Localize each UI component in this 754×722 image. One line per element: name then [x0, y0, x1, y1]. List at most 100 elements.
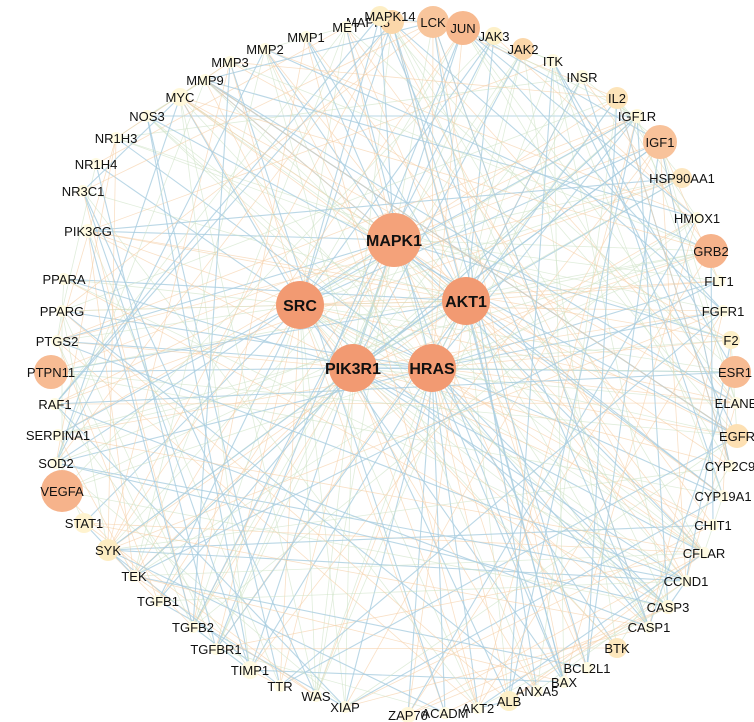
node-circle	[680, 575, 692, 587]
node-circle	[717, 305, 729, 317]
node-label: BCL2L1	[564, 661, 611, 676]
edge-itk-bax	[552, 60, 565, 683]
node-tgfb1: TGFB1	[137, 594, 179, 609]
node-label: ALB	[497, 694, 522, 709]
node-jak3: JAK3	[478, 27, 510, 45]
edge-casp1-esr1	[648, 371, 736, 628]
edge-nos3-timp1	[146, 115, 251, 671]
node-label: PIK3R1	[325, 361, 381, 378]
node-label: CYP19A1	[694, 489, 751, 504]
node-label: WAS	[301, 689, 330, 704]
node-label: PIK3CG	[64, 224, 112, 239]
edge-zap70-cflar	[407, 552, 705, 716]
edge-syk-cyp2c9	[107, 465, 731, 551]
node-mmp2: MMP2	[246, 42, 284, 57]
edge-myc-timp1	[179, 96, 251, 671]
node-timp1: TIMP1	[231, 661, 269, 679]
edge-raf1-xiap	[54, 403, 346, 708]
node-egfr: EGFR	[719, 424, 754, 448]
node-anxa5: ANXA5	[516, 684, 559, 699]
node-circle	[717, 490, 729, 502]
node-circle	[152, 595, 164, 607]
node-mmp3: MMP3	[211, 55, 249, 70]
edge-casp3-vegfa	[61, 490, 669, 608]
node-label: SOD2	[38, 456, 73, 471]
node-label: ESR1	[718, 365, 752, 380]
node-f2: F2	[722, 331, 740, 349]
edge-jun-igf1	[462, 27, 661, 143]
node-akt2: AKT2	[462, 701, 495, 716]
edge-myc-sod2	[55, 96, 181, 464]
node-label: MYC	[166, 90, 195, 105]
node-label: NR1H4	[75, 157, 118, 172]
edge-myc-anxa5	[179, 96, 538, 692]
node-nr1h4: NR1H4	[75, 157, 118, 172]
edge-pik3r1-ppara	[63, 278, 354, 369]
edge-timp1-nr3c1	[82, 190, 251, 671]
node-igf1r: IGF1R	[618, 109, 656, 124]
node-circle	[730, 397, 742, 409]
node-hras: HRAS	[408, 344, 456, 392]
node-label: HMOX1	[674, 211, 720, 226]
edge-egfr-itk	[552, 60, 738, 437]
edge-src-myc	[179, 96, 301, 306]
node-circle	[56, 305, 68, 317]
node-label: HRAS	[409, 361, 455, 378]
node-label: CFLAR	[683, 546, 726, 561]
edge-mapk8-bax	[391, 21, 565, 683]
node-label: MMP9	[186, 73, 224, 88]
edge-grb2-mmp3	[229, 61, 712, 252]
edge-ptgs2-akt2	[56, 340, 479, 709]
node-stat1: STAT1	[65, 513, 103, 533]
edge-src-hras	[299, 304, 433, 369]
edge-pik3r1-tgfb1	[157, 367, 354, 602]
node-circle	[276, 281, 324, 329]
edge-mmp2-grb2	[264, 48, 712, 252]
edge-pik3cg-tgfb2	[87, 230, 194, 628]
edge-egfr-mmp9	[204, 79, 738, 437]
node-circle	[724, 460, 736, 472]
node-label: ZAP70	[388, 708, 428, 722]
node-zap70: ZAP70	[388, 707, 428, 722]
node-circle	[81, 224, 95, 238]
edge-fgfr1-akt2	[477, 310, 724, 709]
edge-xiap-egfr	[344, 435, 738, 708]
node-igf1: IGF1	[643, 125, 677, 159]
node-circle	[50, 457, 62, 469]
edge-src-tek	[133, 304, 301, 577]
edge-hras-bax	[431, 367, 565, 683]
edge-tek-bax	[133, 575, 565, 683]
node-label: MMP1	[287, 30, 325, 45]
node-circle	[575, 70, 589, 84]
edge-serpina1-grb2	[57, 250, 712, 436]
node-circle	[77, 185, 89, 197]
node-label: MMP2	[246, 42, 284, 57]
node-syk: SYK	[95, 539, 121, 561]
node-circle	[210, 643, 222, 655]
node-ccnd1: CCND1	[664, 574, 709, 589]
node-vegfa: VEGFA	[40, 470, 84, 512]
edge-raf1-esr1	[54, 371, 736, 405]
edge-hras-jun	[431, 27, 464, 369]
node-label: SYK	[95, 543, 121, 558]
node-label: CASP1	[628, 620, 671, 635]
node-label: TIMP1	[231, 663, 269, 678]
edge-zap70-casp3	[407, 606, 669, 716]
edge-igf1-syk	[107, 141, 661, 551]
node-circle	[367, 213, 421, 267]
edge-pik3r1-grb2	[352, 250, 712, 369]
node-circle	[187, 621, 199, 633]
edge-hras-casp3	[431, 367, 669, 608]
edge-src-tgfbr1	[215, 304, 301, 650]
node-circle	[52, 429, 64, 441]
edge-nr3c1-lck	[82, 21, 434, 192]
edge-pik3r1-xiap	[344, 367, 354, 708]
node-label: TTR	[267, 679, 292, 694]
edge-raf1-mapk14	[54, 15, 381, 405]
edge-hras-flt1	[431, 280, 720, 369]
edge-hras-f2	[431, 339, 732, 369]
node-label: JAK3	[478, 29, 509, 44]
edge-akt1-ccnd1	[465, 300, 687, 582]
edge-itk-cyp19a1	[552, 60, 724, 497]
node-circle	[340, 21, 352, 33]
